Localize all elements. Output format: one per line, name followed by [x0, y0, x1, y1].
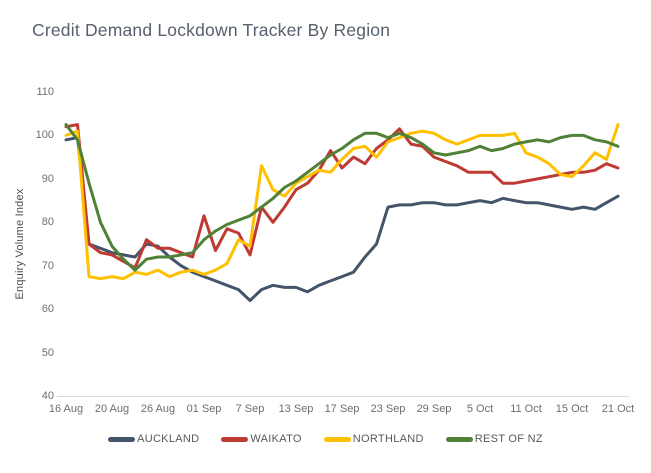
- x-tick-label: 5 Oct: [466, 403, 494, 415]
- legend-label: AUCKLAND: [137, 433, 200, 445]
- x-tick-label: 17 Sep: [324, 403, 360, 415]
- y-tick-label: 100: [35, 129, 54, 142]
- series-line-rest-of-nz: [64, 123, 620, 272]
- legend-item-rest-of-nz: REST OF NZ: [445, 433, 543, 445]
- y-tick-label: 80: [41, 216, 54, 229]
- x-tick-label: 26 Aug: [140, 403, 176, 415]
- x-tick-label: 23 Sep: [370, 403, 406, 415]
- legend-swatch: [221, 436, 249, 442]
- legend-item-auckland: AUCKLAND: [108, 433, 199, 445]
- x-tick-label: 16 Aug: [48, 403, 84, 415]
- y-tick-label: 60: [41, 303, 54, 316]
- x-tick-label: 20 Aug: [94, 403, 130, 415]
- legend-item-northland: NORTHLAND: [323, 433, 424, 445]
- legend-swatch: [323, 436, 351, 442]
- x-tick-label: 01 Sep: [186, 403, 222, 415]
- y-tick-label: 90: [41, 172, 54, 185]
- series-line-northland: [64, 123, 620, 281]
- chart-title: Credit Demand Lockdown Tracker By Region: [32, 20, 391, 40]
- y-tick-label: 50: [41, 346, 54, 359]
- legend-label: REST OF NZ: [474, 433, 543, 445]
- legend-label: WAIKATO: [250, 433, 302, 445]
- y-tick-label: 110: [36, 86, 54, 98]
- legend-label: NORTHLAND: [352, 433, 424, 445]
- series-line-waikato: [64, 123, 620, 270]
- legend-swatch: [108, 436, 136, 442]
- y-tick-label: 40: [41, 390, 54, 402]
- x-tick-label: 13 Sep: [278, 403, 314, 415]
- x-tick-label: 7 Sep: [235, 403, 265, 415]
- series-line-auckland: [64, 136, 620, 302]
- legend-item-waikato: WAIKATO: [221, 433, 301, 445]
- legend-swatch: [445, 436, 473, 442]
- x-tick-label: 11 Oct: [510, 403, 542, 415]
- chart-legend: AUCKLAND WAIKATO NORTHLAND REST OF NZ: [0, 433, 651, 445]
- x-tick-label: 15 Oct: [555, 403, 589, 415]
- x-tick-label: 29 Sep: [416, 403, 452, 415]
- x-tick-label: 21 Oct: [601, 403, 635, 415]
- y-tick-label: 70: [41, 259, 54, 272]
